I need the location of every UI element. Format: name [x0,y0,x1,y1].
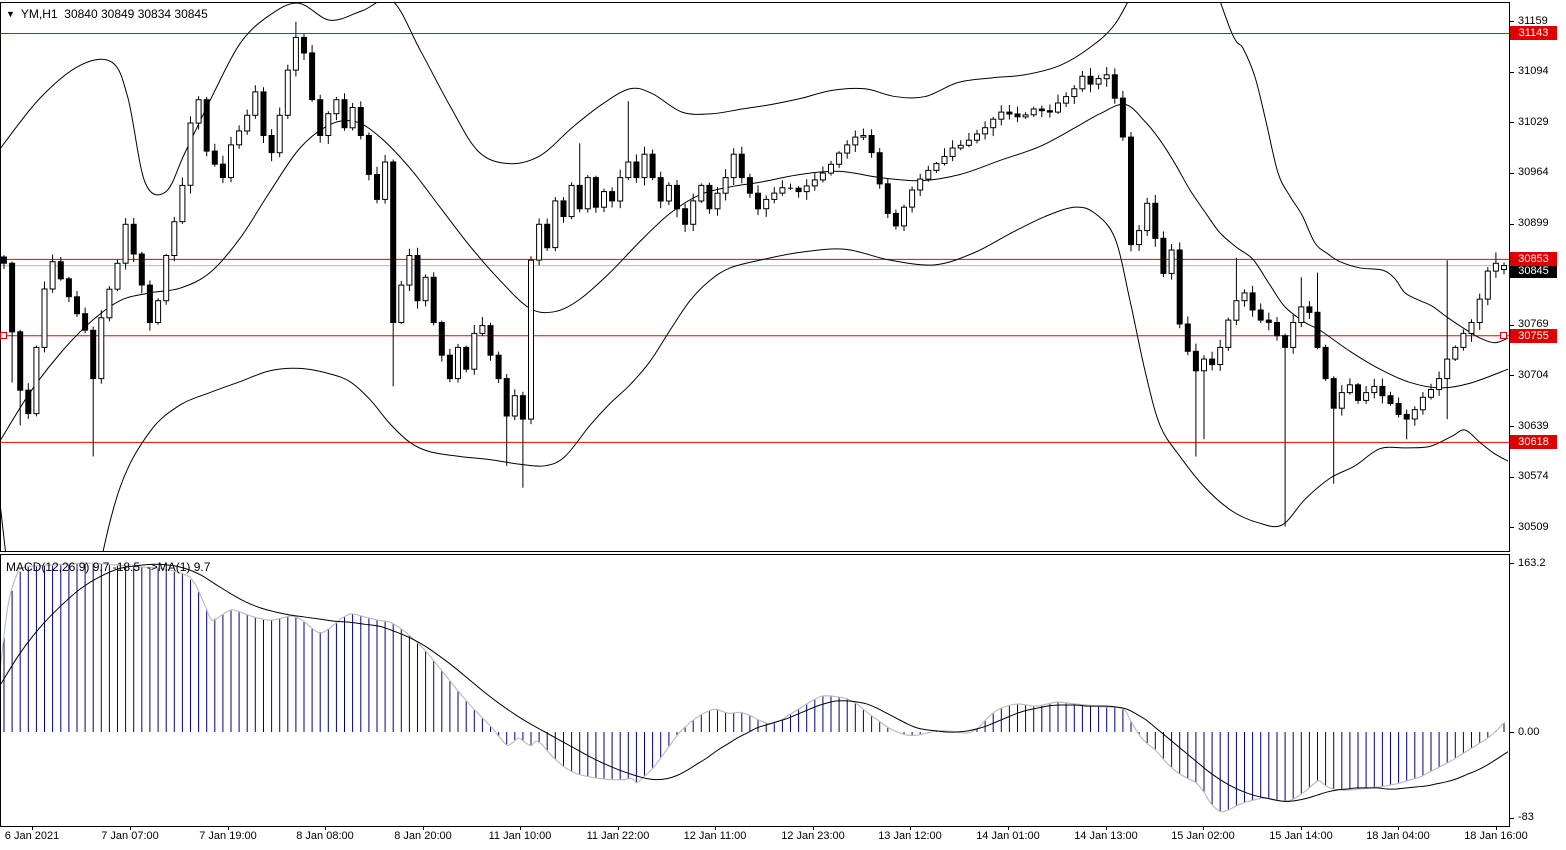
macd-tick-mark [1510,563,1514,564]
time-label: 14 Jan 13:00 [1074,830,1138,842]
time-tick-mark [32,826,33,830]
chart-symbol-label: YM,H1 [20,7,58,21]
price-tick-mark [1510,21,1514,22]
macd-tick-label: 163.2 [1518,557,1546,569]
time-tick-mark [1496,826,1497,830]
macd-tick-label: -83 [1518,811,1534,823]
price-tick-mark [1510,527,1514,528]
time-tick-mark [325,826,326,830]
price-tick-label: 30704 [1518,369,1549,381]
macd-envelope-line [0,562,1506,813]
macd-indicator-label: MACD(12,26,9) 9.7 -18.5 ->MA(1) 9.7 [6,560,211,574]
time-tick-mark [1106,826,1107,830]
macd-histogram [3,563,1505,812]
time-tick-mark [813,826,814,830]
price-tick-mark [1510,477,1514,478]
price-tick-mark [1510,426,1514,427]
bollinger-middle-band [0,103,1509,442]
macd-tick-mark [1510,818,1514,819]
time-label: 14 Jan 01:00 [976,830,1040,842]
price-tick-label: 30509 [1518,521,1549,533]
time-label: 12 Jan 11:00 [683,830,747,842]
time-tick-mark [910,826,911,830]
time-tick-mark [520,826,521,830]
time-tick-mark [715,826,716,830]
price-tick-mark [1510,72,1514,73]
macd-signal-line [0,563,1509,802]
time-label: 7 Jan 07:00 [101,830,159,842]
time-label: 8 Jan 08:00 [296,830,354,842]
price-tick-label: 31029 [1518,116,1549,128]
bollinger-upper-band [0,2,1509,344]
chart-dropdown-icon[interactable]: ▼ [6,9,15,19]
time-tick-mark [228,826,229,830]
time-label: 11 Jan 10:00 [488,830,552,842]
macd-tick-mark [1510,732,1514,733]
time-tick-mark [618,826,619,830]
chart-ohlc-values: 30840 30849 30834 30845 [64,7,208,21]
macd-tick-label: 0.00 [1518,726,1540,738]
level-badge-30755: 30755 [1510,329,1557,343]
time-label: 15 Jan 02:00 [1171,830,1235,842]
price-tick-mark [1510,122,1514,123]
price-tick-label: 30899 [1518,217,1549,229]
candlestick-series [1,21,1507,527]
level-badge-30618: 30618 [1510,435,1557,449]
level-badge-30853: 30853 [1510,252,1557,266]
price-tick-label: 30639 [1518,420,1549,432]
price-tick-label: 30769 [1518,318,1549,330]
price-tick-mark [1510,224,1514,225]
price-tick-mark [1510,375,1514,376]
price-tick-label: 31159 [1518,15,1548,27]
hline-handle-right[interactable] [1500,332,1507,339]
price-tick-label: 30964 [1518,166,1549,178]
time-tick-mark [1203,826,1204,830]
time-label: 7 Jan 19:00 [199,830,257,842]
level-badge-31143: 31143 [1510,26,1557,40]
time-label: 11 Jan 22:00 [586,830,650,842]
macd-indicator-chart[interactable] [0,554,1510,827]
time-label: 12 Jan 23:00 [781,830,845,842]
time-tick-mark [1008,826,1009,830]
time-tick-mark [1398,826,1399,830]
bollinger-lower-band [0,206,1509,552]
price-tick-label: 31094 [1518,65,1549,77]
chart-header: ▼ YM,H1 30840 30849 30834 30845 [6,7,208,21]
time-label: 8 Jan 20:00 [394,830,452,842]
time-label: 13 Jan 12:00 [878,830,942,842]
time-label: 18 Jan 04:00 [1366,830,1430,842]
price-chart[interactable] [0,2,1510,552]
hline-handle-left[interactable] [0,332,7,339]
price-tick-label: 30574 [1518,470,1549,482]
time-tick-mark [1301,826,1302,830]
price-tick-mark [1510,325,1514,326]
time-tick-mark [130,826,131,830]
price-tick-mark [1510,173,1514,174]
time-label: 15 Jan 14:00 [1269,830,1333,842]
time-label: 6 Jan 2021 [4,830,60,842]
current-price-badge: 30845 [1510,264,1557,278]
time-tick-mark [423,826,424,830]
time-label: 18 Jan 16:00 [1464,830,1528,842]
